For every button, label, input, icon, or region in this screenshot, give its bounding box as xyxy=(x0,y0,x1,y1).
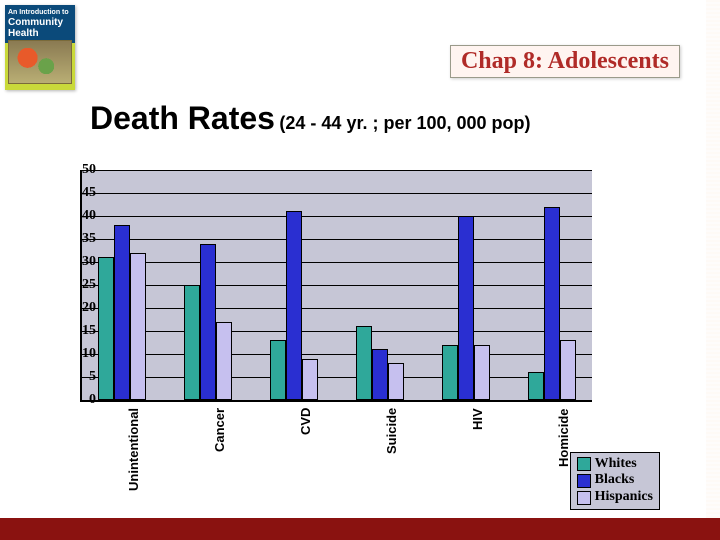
book-title-line3: Health xyxy=(8,28,39,39)
bar xyxy=(372,349,388,400)
bar xyxy=(356,326,372,400)
y-tick-label: 40 xyxy=(56,208,96,224)
bar xyxy=(200,244,216,400)
y-tick-label: 20 xyxy=(56,300,96,316)
legend-swatch xyxy=(577,457,591,471)
page-subtitle: (24 - 44 yr. ; per 100, 000 pop) xyxy=(279,113,530,133)
bar xyxy=(114,225,130,400)
gridline xyxy=(82,216,592,217)
x-axis-label: Unintentional xyxy=(126,408,141,491)
gridline xyxy=(82,239,592,240)
gridline xyxy=(82,354,592,355)
legend-item: Blacks xyxy=(577,472,653,489)
bar xyxy=(528,372,544,400)
bar xyxy=(302,359,318,400)
book-title-line1: An Introduction to xyxy=(8,9,69,16)
y-tick-label: 45 xyxy=(56,185,96,201)
gridline xyxy=(82,331,592,332)
book-title: An Introduction to Community Health xyxy=(5,5,75,39)
y-tick-label: 15 xyxy=(56,323,96,339)
book-art xyxy=(8,40,72,84)
bar-group xyxy=(184,244,232,400)
side-accent xyxy=(706,0,720,518)
legend-label: Whites xyxy=(595,456,637,473)
bar-group xyxy=(356,326,404,400)
chapter-banner: Chap 8: Adolescents xyxy=(450,45,680,78)
legend-swatch xyxy=(577,474,591,488)
legend-label: Blacks xyxy=(595,472,635,489)
gridline xyxy=(82,308,592,309)
bar xyxy=(442,345,458,400)
legend-item: Hispanics xyxy=(577,489,653,506)
bar-group xyxy=(98,225,146,400)
bar xyxy=(474,345,490,400)
book-cover-image: An Introduction to Community Health xyxy=(5,5,75,90)
bar xyxy=(544,207,560,400)
gridline xyxy=(82,170,592,171)
chart-plot xyxy=(80,170,592,402)
y-tick-label: 50 xyxy=(56,162,96,178)
bar xyxy=(286,211,302,400)
legend-swatch xyxy=(577,491,591,505)
bar-group xyxy=(270,211,318,400)
y-tick-label: 5 xyxy=(56,369,96,385)
bar xyxy=(560,340,576,400)
x-axis-label: Cancer xyxy=(212,408,227,452)
footer-bar xyxy=(0,518,720,540)
legend-item: Whites xyxy=(577,456,653,473)
bar-group xyxy=(442,216,490,400)
bar-group xyxy=(528,207,576,400)
y-tick-label: 10 xyxy=(56,346,96,362)
bar xyxy=(458,216,474,400)
y-tick-label: 30 xyxy=(56,254,96,270)
y-tick-label: 0 xyxy=(56,392,96,408)
slide: An Introduction to Community Health Chap… xyxy=(0,0,720,540)
chart-area: 05101520253035404550 UnintentionalCancer… xyxy=(30,170,610,490)
y-tick-label: 35 xyxy=(56,231,96,247)
bar xyxy=(130,253,146,400)
gridline xyxy=(82,285,592,286)
book-title-line2: Community xyxy=(8,17,63,28)
x-axis-label: CVD xyxy=(298,408,313,435)
bar xyxy=(184,285,200,400)
bar xyxy=(98,257,114,400)
gridline xyxy=(82,193,592,194)
y-tick-label: 25 xyxy=(56,277,96,293)
chart-legend: WhitesBlacksHispanics xyxy=(570,452,660,510)
title-row: Death Rates (24 - 44 yr. ; per 100, 000 … xyxy=(90,100,680,137)
gridline xyxy=(82,377,592,378)
gridline xyxy=(82,262,592,263)
page-title: Death Rates xyxy=(90,100,275,136)
bar xyxy=(388,363,404,400)
legend-label: Hispanics xyxy=(595,489,653,506)
bar xyxy=(270,340,286,400)
x-axis-label: Suicide xyxy=(384,408,399,454)
x-axis-label: HIV xyxy=(470,408,485,430)
chapter-text: Chap 8: Adolescents xyxy=(461,48,669,74)
bar xyxy=(216,322,232,400)
